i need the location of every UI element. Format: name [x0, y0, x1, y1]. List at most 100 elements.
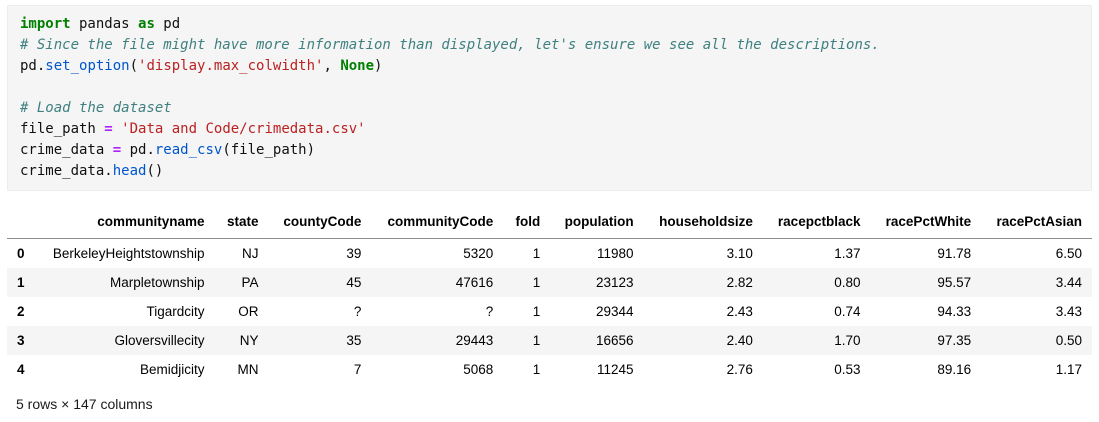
code-input-area[interactable]: import pandas as pd # Since the file migh… — [7, 5, 1092, 191]
dataframe-body: 0 BerkeleyHeightstownship NJ 39 5320 1 11980 3.… — [7, 239, 1092, 385]
row-index: 4 — [17, 362, 25, 377]
table-cell: 1 — [532, 304, 541, 319]
code-token: pd — [154, 16, 181, 32]
dataframe-header: communityname state countyCode communityCod… — [7, 205, 1092, 239]
code-token: None — [340, 58, 375, 74]
column-header: householdsize — [643, 205, 763, 239]
table-cell: 2.82 — [726, 275, 753, 290]
header-row: communityname state countyCode communityCod… — [7, 205, 1092, 239]
table-cell: 94.33 — [937, 304, 972, 319]
code-token: # Load the dataset — [20, 100, 172, 116]
code-token: pandas — [70, 16, 139, 32]
code-token: file_path — [20, 121, 105, 137]
table-cell: 7 — [353, 362, 362, 377]
table-cell: Bemidjicity — [140, 362, 205, 377]
code-token: pd. — [121, 142, 155, 158]
table-cell: 39 — [346, 246, 362, 261]
dataframe-shape: 5 rows × 147 columns — [16, 396, 153, 412]
table-cell: 5320 — [463, 246, 494, 261]
code-token: (file_path) — [222, 142, 316, 158]
table-cell: 2.76 — [726, 362, 753, 377]
table-cell: 35 — [346, 333, 362, 348]
table-cell: 95.57 — [937, 275, 972, 290]
table-cell: 1 — [532, 333, 541, 348]
table-cell: ? — [353, 304, 362, 319]
code-editor[interactable]: import pandas as pd # Since the file migh… — [20, 14, 1079, 182]
table-row: 4 Bemidjicity MN 7 5068 1 11245 2.76 0.53 89.16 1.… — [7, 355, 1092, 384]
table-cell: 1.37 — [834, 246, 861, 261]
table-cell: 3.10 — [726, 246, 753, 261]
column-header: fold — [503, 205, 551, 239]
table-row: 2 Tigardcity OR?? 1 29344 2.43 0.74 94.33 3.43 — [7, 297, 1092, 326]
column-header: communityname — [34, 205, 215, 239]
column-header: racepctblack — [762, 205, 871, 239]
code-token: crime_data — [20, 142, 113, 158]
column-header: population — [550, 205, 644, 239]
table-cell: NJ — [242, 246, 259, 261]
code-line: crime_data.head() — [20, 161, 1079, 182]
output-area: communityname state countyCode communityCod… — [0, 191, 1099, 412]
table-cell: Marpletownship — [109, 275, 205, 290]
table-cell: OR — [238, 304, 259, 319]
table-cell: 11245 — [597, 362, 634, 377]
code-token: crime_data. — [20, 163, 113, 179]
code-token — [113, 121, 121, 137]
column-header: racePctWhite — [870, 205, 982, 239]
table-cell: 91.78 — [937, 246, 972, 261]
code-token: read_csv — [154, 142, 223, 158]
table-cell: ? — [485, 304, 494, 319]
table-cell: 2.40 — [726, 333, 753, 348]
table-cell: 0.53 — [834, 362, 861, 377]
row-index: 0 — [17, 246, 25, 261]
corner-header — [7, 205, 35, 239]
code-line: crime_data = pd.read_csv(file_path) — [20, 140, 1079, 161]
code-token: ( — [129, 58, 139, 74]
table-cell: PA — [241, 275, 259, 290]
code-token: () — [146, 163, 164, 179]
table-cell: 11980 — [597, 246, 634, 261]
code-token: head — [112, 163, 147, 179]
code-token: set_option — [45, 58, 130, 74]
code-token: 'Data and Code/crimedata.csv' — [121, 121, 366, 137]
code-token: as — [138, 16, 155, 32]
table-cell: 3.44 — [1055, 275, 1082, 290]
code-token: # Since the file might have more informa… — [20, 37, 880, 53]
table-cell: 97.35 — [937, 333, 972, 348]
code-line: # Since the file might have more informa… — [20, 35, 1079, 56]
table-row: 0 BerkeleyHeightstownship NJ 39 5320 1 11980 3.… — [7, 239, 1092, 269]
table-cell: 1 — [532, 275, 541, 290]
dataframe-table: communityname state countyCode communityCod… — [7, 205, 1092, 384]
table-row: 3 Gloversvillecity NY 35 29443 1 16656 2.40 1.70… — [7, 326, 1092, 355]
table-cell: 5068 — [463, 362, 494, 377]
table-cell: 0.50 — [1055, 333, 1082, 348]
table-cell: 3.43 — [1055, 304, 1082, 319]
column-header: countyCode — [268, 205, 372, 239]
table-cell: 0.80 — [834, 275, 861, 290]
table-cell: 89.16 — [937, 362, 972, 377]
code-line: import pandas as pd — [20, 14, 1079, 35]
table-row: 1 Marpletownship PA 45 47616 1 23123 2.82 0.80 95… — [7, 268, 1092, 297]
code-line: pd.set_option('display.max_colwidth', No… — [20, 56, 1079, 77]
table-cell: MN — [237, 362, 259, 377]
table-cell: NY — [239, 333, 259, 348]
column-header: communityCode — [371, 205, 504, 239]
table-cell: Tigardcity — [146, 304, 205, 319]
code-token: = — [104, 121, 113, 137]
table-cell: 29344 — [596, 304, 634, 319]
code-line — [20, 77, 1079, 98]
table-cell: 0.74 — [834, 304, 861, 319]
code-token: = — [112, 142, 122, 158]
row-index: 1 — [17, 275, 25, 290]
notebook-cell: import pandas as pd # Since the file migh… — [0, 5, 1099, 412]
row-index: 3 — [17, 333, 25, 348]
table-cell: 29443 — [455, 333, 494, 348]
column-header: state — [214, 205, 269, 239]
table-cell: 23123 — [596, 275, 634, 290]
table-cell: 45 — [346, 275, 362, 290]
code-token: , — [323, 58, 341, 74]
table-cell: 16656 — [596, 333, 634, 348]
code-token: 'display.max_colwidth' — [138, 58, 324, 74]
table-cell: 1.17 — [1055, 362, 1082, 377]
code-token: ) — [374, 58, 383, 74]
table-cell: 6.50 — [1055, 246, 1082, 261]
